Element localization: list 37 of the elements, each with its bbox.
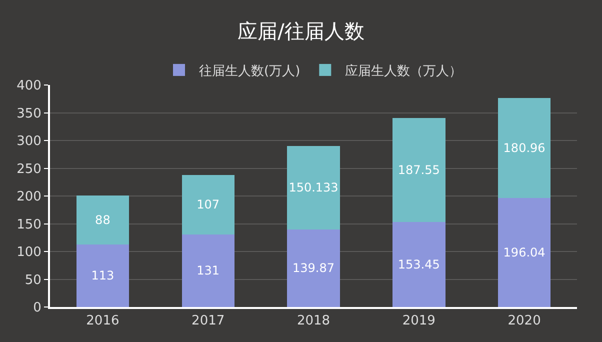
bar bbox=[182, 174, 234, 234]
x-tick-label: 2018 bbox=[296, 314, 330, 329]
x-tick-label: 2020 bbox=[508, 314, 541, 329]
y-tick-label: 150 bbox=[16, 217, 42, 232]
data-label: 88 bbox=[95, 212, 110, 227]
x-tick-label: 2019 bbox=[402, 314, 436, 329]
data-label: 196.04 bbox=[503, 246, 546, 260]
y-tick-label: 250 bbox=[16, 162, 42, 177]
bar bbox=[392, 222, 446, 307]
chart-title: 应届/往届人数 bbox=[238, 18, 364, 43]
bar bbox=[287, 146, 340, 230]
y-tick-label: 0 bbox=[33, 300, 42, 316]
bar bbox=[76, 195, 130, 244]
data-label: 113 bbox=[91, 268, 114, 283]
bar bbox=[182, 234, 234, 307]
y-tick-label: 50 bbox=[24, 272, 42, 288]
y-tick-label: 400 bbox=[16, 78, 42, 94]
data-label: 187.55 bbox=[398, 162, 440, 177]
bar bbox=[392, 118, 446, 222]
data-label: 150.133 bbox=[288, 180, 338, 195]
data-label: 180.96 bbox=[503, 140, 546, 155]
bar bbox=[287, 229, 340, 307]
data-label: 131 bbox=[196, 264, 220, 278]
y-tick-label: 100 bbox=[16, 245, 42, 260]
bar bbox=[498, 98, 551, 198]
legend-label: 应届生人数（万人） bbox=[345, 63, 462, 80]
bar bbox=[76, 244, 130, 307]
y-tick-label: 300 bbox=[16, 134, 42, 150]
y-tick-label: 200 bbox=[16, 190, 42, 205]
data-label: 139.87 bbox=[292, 261, 334, 276]
y-tick-label: 350 bbox=[16, 106, 42, 122]
x-tick-label: 2017 bbox=[192, 314, 225, 329]
x-tick-label: 2016 bbox=[86, 314, 120, 329]
bar bbox=[498, 198, 551, 307]
data-label: 153.45 bbox=[398, 257, 440, 272]
data-label: 107 bbox=[196, 198, 220, 212]
legend-label: 往届生人数(万人) bbox=[199, 64, 300, 80]
